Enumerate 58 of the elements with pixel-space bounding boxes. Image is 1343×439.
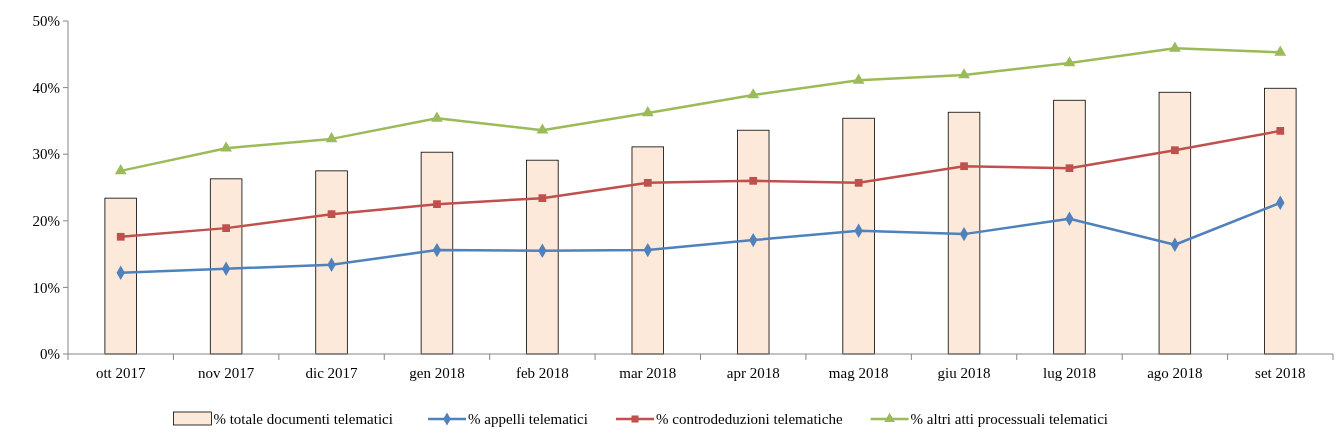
point (1274, 45, 1287, 56)
legend-label: % altri atti processuali telematici (910, 411, 1109, 428)
bar (315, 170, 348, 355)
point (431, 111, 443, 122)
x-tick-label: mar 2018 (619, 365, 677, 381)
point (854, 178, 863, 187)
point (641, 106, 654, 117)
y-tick-label: 40% (32, 79, 60, 96)
point (1065, 164, 1074, 173)
point (749, 176, 758, 185)
point (220, 141, 233, 152)
x-tick-label: gen 2018 (409, 365, 465, 381)
x-tick-label: dic 2017 (305, 365, 359, 381)
bar (947, 111, 981, 355)
point (536, 123, 549, 134)
bar (631, 146, 664, 355)
legend-label: % totale documenti telematici (213, 411, 393, 428)
x-tick-label: mag 2018 (828, 365, 889, 381)
point (852, 73, 865, 84)
bar (737, 129, 770, 355)
point (1063, 56, 1076, 67)
point (538, 194, 547, 203)
y-tick-label: 30% (32, 146, 60, 163)
y-tick-label: 20% (32, 213, 60, 230)
x-tick-label: set 2018 (1255, 365, 1306, 381)
x-tick-label: feb 2018 (515, 365, 569, 381)
point (747, 88, 760, 99)
bar (209, 178, 243, 355)
point (325, 132, 338, 143)
y-tick-label: 0% (40, 346, 60, 363)
point (116, 232, 125, 241)
x-tick-label: ago 2018 (1147, 365, 1203, 381)
bar (420, 151, 454, 355)
x-tick-label: lug 2018 (1043, 365, 1096, 381)
legend-label: % appelli telematici (468, 411, 588, 428)
point (1168, 41, 1181, 52)
bar (104, 197, 137, 355)
x-tick-label: ott 2017 (95, 365, 146, 381)
y-tick-label: 10% (32, 279, 60, 296)
x-tick-label: apr 2018 (726, 365, 780, 381)
y-tick-label: 50% (32, 13, 60, 30)
point (433, 200, 441, 209)
x-tick-label: giu 2018 (937, 365, 991, 381)
bar (1158, 91, 1192, 355)
point (958, 68, 970, 79)
point (1171, 146, 1179, 155)
point (327, 210, 336, 219)
bar (1053, 99, 1086, 355)
bar (842, 117, 875, 355)
point (114, 164, 127, 175)
point (960, 162, 968, 171)
bar (526, 159, 559, 355)
point (643, 178, 652, 187)
bar (1264, 87, 1297, 355)
point (222, 224, 230, 232)
legend-label: % controdeduzioni telematiche (656, 411, 843, 428)
point (1276, 127, 1285, 135)
x-tick-label: nov 2017 (198, 365, 255, 381)
